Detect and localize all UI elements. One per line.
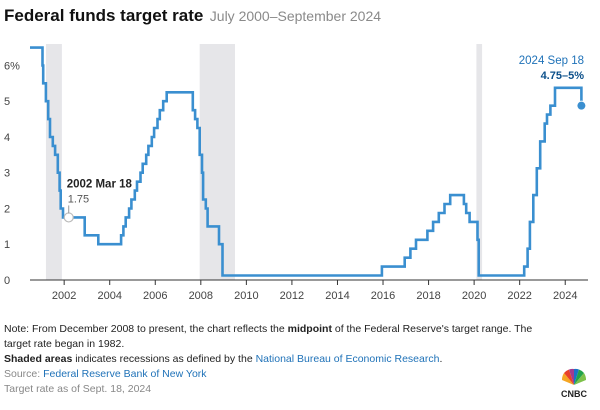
cnbc-logo: CNBC xyxy=(555,368,593,399)
x-tick-label-2014: 2014 xyxy=(325,290,349,302)
y-tick-label-1: 1 xyxy=(4,239,10,251)
y-tick-label-2: 2 xyxy=(4,203,10,215)
axis-group: 0 1 2 3 4 5 6% 2002 2004 2006 2008 2010 2012 2014 2016… xyxy=(4,60,588,302)
recession-shading-group xyxy=(45,44,483,280)
annotation-date-2024: 2024 Sep 18 xyxy=(519,55,584,67)
chart-title: Federal funds target rate xyxy=(4,6,204,25)
cnbc-logo-text: CNBC xyxy=(561,389,587,399)
recession-band-1 xyxy=(45,44,62,280)
source-link[interactable]: Federal Reserve Bank of New York xyxy=(43,368,207,380)
y-tick-label-4: 4 xyxy=(4,132,10,144)
footer-asof: Target rate as of Sept. 18, 2024 xyxy=(4,383,152,395)
chart-subtitle: July 2000–September 2024 xyxy=(209,8,382,24)
x-tick-label-2010: 2010 xyxy=(234,290,258,302)
x-tick-label-2012: 2012 xyxy=(280,290,304,302)
x-tick-label-2006: 2006 xyxy=(143,290,167,302)
annotation-value-2002: 1.75 xyxy=(68,193,89,205)
footer-source: Source: Federal Reserve Bank of New York xyxy=(4,368,207,380)
x-tick-label-2020: 2020 xyxy=(462,290,486,302)
chart-title-block: Federal funds target rate July 2000–Sept… xyxy=(4,6,381,26)
x-tick-label-2018: 2018 xyxy=(416,290,440,302)
footer-notes: Note: From December 2008 to present, the… xyxy=(4,322,549,397)
rate-chart: 0 1 2 3 4 5 6% 2002 2004 2006 2008 2010 2012 2014 2016… xyxy=(4,44,588,302)
y-tick-label-6: 6% xyxy=(4,60,20,72)
annotation-value-2024: 4.75–5% xyxy=(541,70,585,82)
annotation-date-2002: 2002 Mar 18 xyxy=(67,178,133,190)
y-tick-label-5: 5 xyxy=(4,96,10,108)
nber-link[interactable]: National Bureau of Economic Research xyxy=(255,353,440,365)
annotation-group: 2002 Mar 18 1.75 2024 Sep 18 4.75–5% xyxy=(63,55,587,223)
y-tick-label-3: 3 xyxy=(4,168,10,180)
peacock-icon xyxy=(561,368,587,385)
x-tick-label-2004: 2004 xyxy=(97,290,121,302)
footer-shaded: Shaded areas indicates recessions as def… xyxy=(4,353,443,365)
y-tick-label-0: 0 xyxy=(4,275,10,287)
annotation-marker-2024 xyxy=(576,100,587,111)
annotation-marker-2002 xyxy=(63,212,74,223)
x-tick-label-2022: 2022 xyxy=(507,290,531,302)
x-tick-label-2024: 2024 xyxy=(553,290,577,302)
footer-note: Note: From December 2008 to present, the… xyxy=(4,323,533,350)
recession-band-2 xyxy=(199,44,235,280)
x-tick-label-2016: 2016 xyxy=(371,290,395,302)
x-tick-label-2002: 2002 xyxy=(52,290,76,302)
recession-band-3 xyxy=(476,44,483,280)
rate-series-line xyxy=(30,46,583,277)
x-tick-label-2008: 2008 xyxy=(189,290,213,302)
